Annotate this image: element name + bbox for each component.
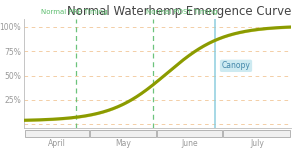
Text: July: July — [250, 139, 264, 148]
Bar — [157, 130, 222, 137]
Text: Normal Waterhemp Emergence Curve: Normal Waterhemp Emergence Curve — [67, 5, 291, 18]
Text: Normal PRE Timing: Normal PRE Timing — [41, 9, 108, 15]
Text: May: May — [115, 139, 131, 148]
Text: April: April — [48, 139, 66, 148]
Bar — [224, 130, 290, 137]
Bar — [25, 130, 89, 137]
Text: Canopy: Canopy — [222, 61, 250, 70]
Text: June: June — [181, 139, 198, 148]
Text: Normal POST Timing: Normal POST Timing — [146, 9, 218, 15]
Bar — [90, 130, 156, 137]
